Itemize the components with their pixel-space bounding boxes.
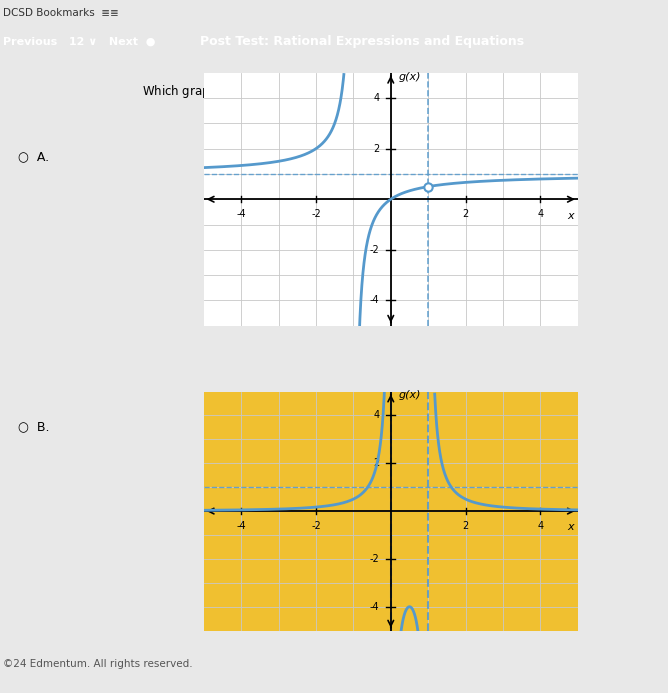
Text: ○  A.: ○ A.: [18, 150, 49, 163]
Text: -2: -2: [370, 245, 379, 255]
Text: 2: 2: [373, 143, 379, 154]
Text: 4: 4: [537, 209, 544, 220]
Text: ○  B.: ○ B.: [18, 420, 49, 432]
Text: Which graph is the graph of the function $g(x) = \dfrac{x^2-x}{x^2-1}$ ?: Which graph is the graph of the function…: [142, 77, 470, 108]
Text: -2: -2: [370, 554, 379, 564]
Text: Previous   12 ∨   Next  ●: Previous 12 ∨ Next ●: [3, 36, 156, 46]
Text: -4: -4: [236, 209, 246, 220]
Text: 4: 4: [537, 520, 544, 531]
Text: -4: -4: [236, 520, 246, 531]
Text: DCSD Bookmarks  ≣≣: DCSD Bookmarks ≣≣: [3, 8, 119, 18]
Text: 2: 2: [462, 520, 469, 531]
Text: g(x): g(x): [398, 71, 421, 82]
Text: -4: -4: [370, 602, 379, 612]
Text: -2: -2: [311, 520, 321, 531]
Text: 2: 2: [373, 458, 379, 468]
Text: x: x: [567, 211, 574, 220]
Text: -4: -4: [370, 295, 379, 306]
Text: 4: 4: [373, 93, 379, 103]
Text: 4: 4: [373, 410, 379, 421]
Text: x: x: [567, 522, 574, 532]
Text: -2: -2: [311, 209, 321, 220]
Text: 2: 2: [462, 209, 469, 220]
Text: g(x): g(x): [398, 390, 421, 400]
Text: ©24 Edmentum. All rights reserved.: ©24 Edmentum. All rights reserved.: [3, 659, 193, 669]
Text: Post Test: Rational Expressions and Equations: Post Test: Rational Expressions and Equa…: [200, 35, 524, 48]
